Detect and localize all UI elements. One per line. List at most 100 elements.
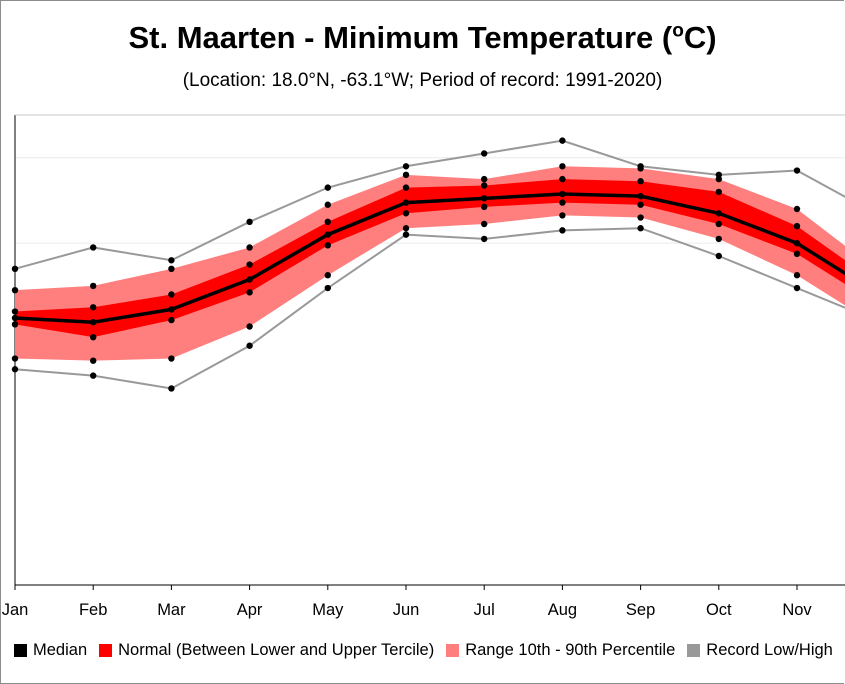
- lower-tercile-point: [402, 210, 410, 217]
- median-point: [637, 192, 644, 200]
- p90-point: [793, 205, 801, 213]
- record-high-point: [559, 137, 566, 144]
- legend-label-record: Record Low/High: [706, 641, 833, 659]
- legend-swatch-range: [446, 644, 460, 657]
- p10-point: [481, 220, 488, 228]
- upper-tercile-point: [402, 184, 410, 191]
- median-point: [793, 239, 801, 247]
- median-point: [246, 276, 253, 283]
- lower-tercile-point: [637, 201, 644, 208]
- x-tick-label: Jul: [474, 601, 495, 619]
- record-low-point: [715, 252, 722, 260]
- median-point: [168, 306, 175, 313]
- record-high-point: [90, 244, 97, 251]
- p10-point: [168, 355, 175, 362]
- x-tick-label: Feb: [79, 601, 107, 619]
- normal-tercile-band: [15, 179, 845, 338]
- x-tick-label: Apr: [237, 601, 263, 619]
- lower-tercile-point: [90, 333, 97, 341]
- p90-point: [90, 282, 97, 290]
- record-low-point: [90, 372, 97, 379]
- p10-point: [90, 357, 97, 364]
- upper-tercile-point: [637, 178, 644, 185]
- p90-point: [324, 201, 331, 208]
- record-high-line: [14, 139, 845, 270]
- p10-point: [402, 225, 410, 232]
- p90-point: [637, 165, 644, 172]
- p90-point: [715, 175, 722, 183]
- p10-point: [637, 214, 644, 221]
- p90-point: [559, 163, 566, 170]
- p10-point: [246, 323, 253, 330]
- legend-item-median: Median: [14, 641, 87, 660]
- p10-point: [715, 235, 722, 243]
- legend-item-range: Range 10th - 90th Percentile: [446, 641, 675, 660]
- upper-tercile-point: [168, 291, 175, 298]
- median-point: [402, 199, 410, 206]
- median-line: [14, 192, 845, 324]
- p90-point: [481, 175, 488, 183]
- p90-point: [11, 286, 19, 294]
- x-tick-label: May: [312, 601, 344, 619]
- record-low-point: [559, 227, 566, 234]
- x-tick-label: Mar: [157, 601, 186, 619]
- record-high-point: [324, 184, 331, 191]
- lower-tercile-point: [715, 220, 722, 228]
- record-low-point: [11, 366, 19, 373]
- upper-tercile-point: [246, 261, 253, 268]
- median-point: [90, 319, 97, 326]
- median-point: [481, 195, 488, 202]
- record-low-point: [481, 235, 488, 243]
- lower-tercile-point: [11, 321, 19, 328]
- upper-tercile-point: [481, 182, 488, 189]
- legend-item-normal: Normal (Between Lower and Upper Tercile): [99, 641, 434, 660]
- p10-point: [11, 355, 19, 362]
- median-point: [715, 210, 722, 217]
- p10-point: [559, 212, 566, 219]
- legend-item-record: Record Low/High: [687, 641, 833, 660]
- x-tick-label: Nov: [782, 601, 812, 619]
- p90-point: [246, 244, 253, 251]
- record-high-point: [246, 218, 253, 226]
- legend-label-median: Median: [33, 641, 88, 659]
- lower-tercile-point: [481, 203, 488, 211]
- x-tick-label: Sep: [626, 601, 655, 619]
- median-point: [324, 231, 331, 238]
- legend: Median Normal (Between Lower and Upper T…: [14, 641, 845, 660]
- record-high-point: [168, 257, 175, 264]
- lower-tercile-point: [168, 316, 175, 324]
- chart-title: St. Maarten - Minimum Temperature (oC): [128, 20, 717, 55]
- p10-point: [793, 272, 801, 279]
- x-tick-label: Jun: [393, 601, 420, 619]
- lower-tercile-point: [246, 289, 253, 296]
- record-low-point: [246, 342, 253, 349]
- p90-point: [168, 265, 175, 273]
- upper-tercile-point: [90, 304, 97, 311]
- legend-swatch-normal: [99, 644, 113, 657]
- p90-point: [402, 171, 410, 179]
- upper-tercile-point: [715, 188, 722, 196]
- percentile-range-band: [15, 166, 845, 361]
- x-tick-label: Aug: [548, 601, 577, 619]
- record-high-point: [402, 163, 410, 170]
- x-tick-label: Jan: [2, 601, 29, 619]
- chart-subtitle: (Location: 18.0°N, -63.1°W; Period of re…: [182, 70, 663, 91]
- record-low-point: [402, 231, 410, 238]
- record-low-line: [14, 227, 845, 390]
- record-low-point: [793, 284, 801, 292]
- legend-label-range: Range 10th - 90th Percentile: [465, 641, 676, 659]
- record-low-point: [637, 225, 644, 232]
- legend-swatch-median: [14, 644, 27, 657]
- upper-tercile-point: [793, 222, 801, 230]
- legend-label-normal: Normal (Between Lower and Upper Tercile): [118, 641, 435, 659]
- median-point: [11, 314, 19, 322]
- median-point: [559, 190, 566, 198]
- upper-tercile-point: [559, 175, 566, 183]
- upper-tercile-point: [324, 218, 331, 226]
- upper-tercile-point: [11, 308, 19, 315]
- record-high-point: [793, 167, 801, 174]
- record-high-point: [481, 150, 488, 157]
- lower-tercile-point: [559, 199, 566, 206]
- p10-point: [324, 272, 331, 279]
